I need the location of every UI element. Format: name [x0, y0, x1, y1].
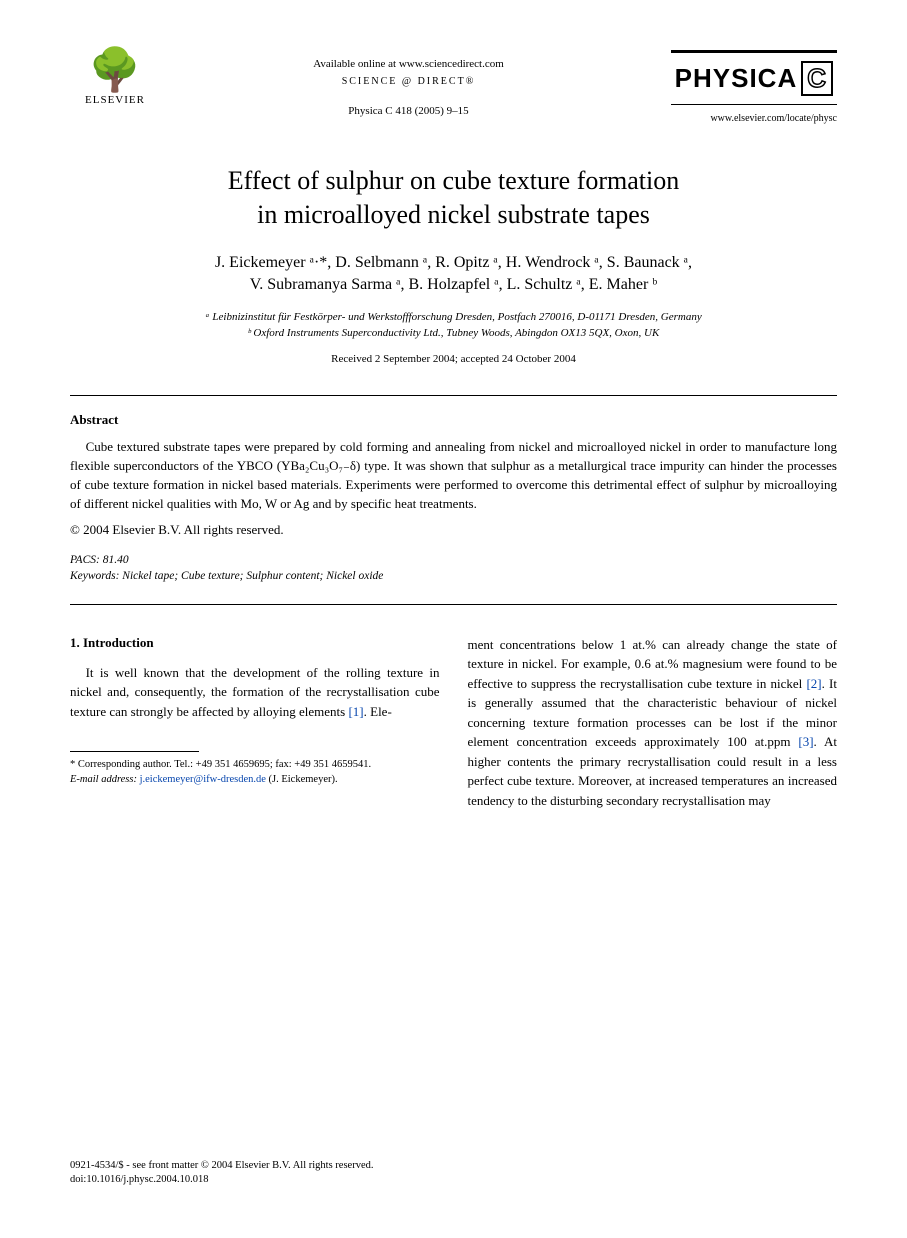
journal-name: PHYSICA: [675, 63, 798, 93]
body-columns: 1. Introduction It is well known that th…: [70, 635, 837, 811]
title-line-2: in microalloyed nickel substrate tapes: [257, 200, 650, 229]
footnote-rule: [70, 751, 199, 752]
corresponding-author-footnote: * Corresponding author. Tel.: +49 351 46…: [70, 758, 440, 787]
keywords-line: Keywords: Nickel tape; Cube texture; Sul…: [70, 568, 837, 584]
journal-reference: Physica C 418 (2005) 9–15: [160, 105, 657, 117]
intro-paragraph: It is well known that the development of…: [70, 663, 440, 722]
ref-link-3[interactable]: [3]: [798, 734, 813, 749]
affiliation-a: ᵃ Leibnizinstitut für Festkörper- und We…: [70, 310, 837, 325]
publisher-logo: 🌳 ELSEVIER: [70, 50, 160, 106]
affiliation-b: ᵇ Oxford Instruments Superconductivity L…: [70, 326, 837, 341]
available-online-text: Available online at www.sciencedirect.co…: [160, 58, 657, 70]
page-header: 🌳 ELSEVIER Available online at www.scien…: [70, 50, 837, 124]
footnote-email-label: E-mail address:: [70, 774, 137, 785]
footer-line-2: doi:10.1016/j.physc.2004.10.018: [70, 1173, 837, 1188]
article-dates: Received 2 September 2004; accepted 24 O…: [70, 353, 837, 365]
center-header: Available online at www.sciencedirect.co…: [160, 50, 657, 117]
pacs-label: PACS:: [70, 554, 100, 566]
abstract-copyright: © 2004 Elsevier B.V. All rights reserved…: [70, 522, 837, 538]
footnote-email-author: (J. Eickemeyer).: [269, 774, 338, 785]
affiliations: ᵃ Leibnizinstitut für Festkörper- und We…: [70, 310, 837, 341]
keywords-value: Nickel tape; Cube texture; Sulphur conte…: [122, 570, 383, 582]
pacs-line: PACS: 81.40: [70, 552, 837, 568]
elsevier-tree-icon: 🌳: [70, 50, 160, 92]
publisher-name: ELSEVIER: [70, 94, 160, 106]
page-footer: 0921-4534/$ - see front matter © 2004 El…: [70, 1159, 837, 1188]
column-right: ment concentrations below 1 at.% can alr…: [468, 635, 838, 811]
col2-text-1: ment concentrations below 1 at.% can alr…: [468, 637, 838, 691]
ref-link-2[interactable]: [2]: [806, 676, 821, 691]
column-left: 1. Introduction It is well known that th…: [70, 635, 440, 811]
rule-top: [70, 395, 837, 396]
authors-list: J. Eickemeyer ᵃ·*, D. Selbmann ᵃ, R. Opi…: [70, 252, 837, 297]
ref-link-1[interactable]: [1]: [348, 704, 363, 719]
title-line-1: Effect of sulphur on cube texture format…: [228, 166, 679, 195]
journal-letter: C: [801, 61, 833, 96]
intro-text-1-end: . Ele-: [364, 704, 392, 719]
section-1-heading: 1. Introduction: [70, 635, 440, 651]
authors-line-2: V. Subramanya Sarma ᵃ, B. Holzapfel ᵃ, L…: [250, 276, 657, 293]
footer-line-1: 0921-4534/$ - see front matter © 2004 El…: [70, 1159, 837, 1174]
journal-logo-container: PHYSICAC www.elsevier.com/locate/physc: [657, 50, 837, 124]
journal-logo: PHYSICAC: [671, 50, 837, 105]
footnote-email[interactable]: j.eickemeyer@ifw-dresden.de: [140, 774, 266, 785]
article-title: Effect of sulphur on cube texture format…: [70, 164, 837, 232]
authors-line-1: J. Eickemeyer ᵃ·*, D. Selbmann ᵃ, R. Opi…: [215, 254, 692, 271]
abstract-text: Cube textured substrate tapes were prepa…: [70, 438, 837, 513]
footnote-email-line: E-mail address: j.eickemeyer@ifw-dresden…: [70, 773, 440, 788]
pacs-value: 81.40: [103, 554, 129, 566]
journal-url: www.elsevier.com/locate/physc: [657, 113, 837, 124]
keywords-label: Keywords:: [70, 570, 119, 582]
footnote-corresponding: * Corresponding author. Tel.: +49 351 46…: [70, 758, 440, 773]
rule-bottom: [70, 604, 837, 605]
intro-paragraph-cont: ment concentrations below 1 at.% can alr…: [468, 635, 838, 811]
abstract-heading: Abstract: [70, 412, 837, 428]
science-direct-logo: SCIENCE @ DIRECT®: [160, 76, 657, 87]
